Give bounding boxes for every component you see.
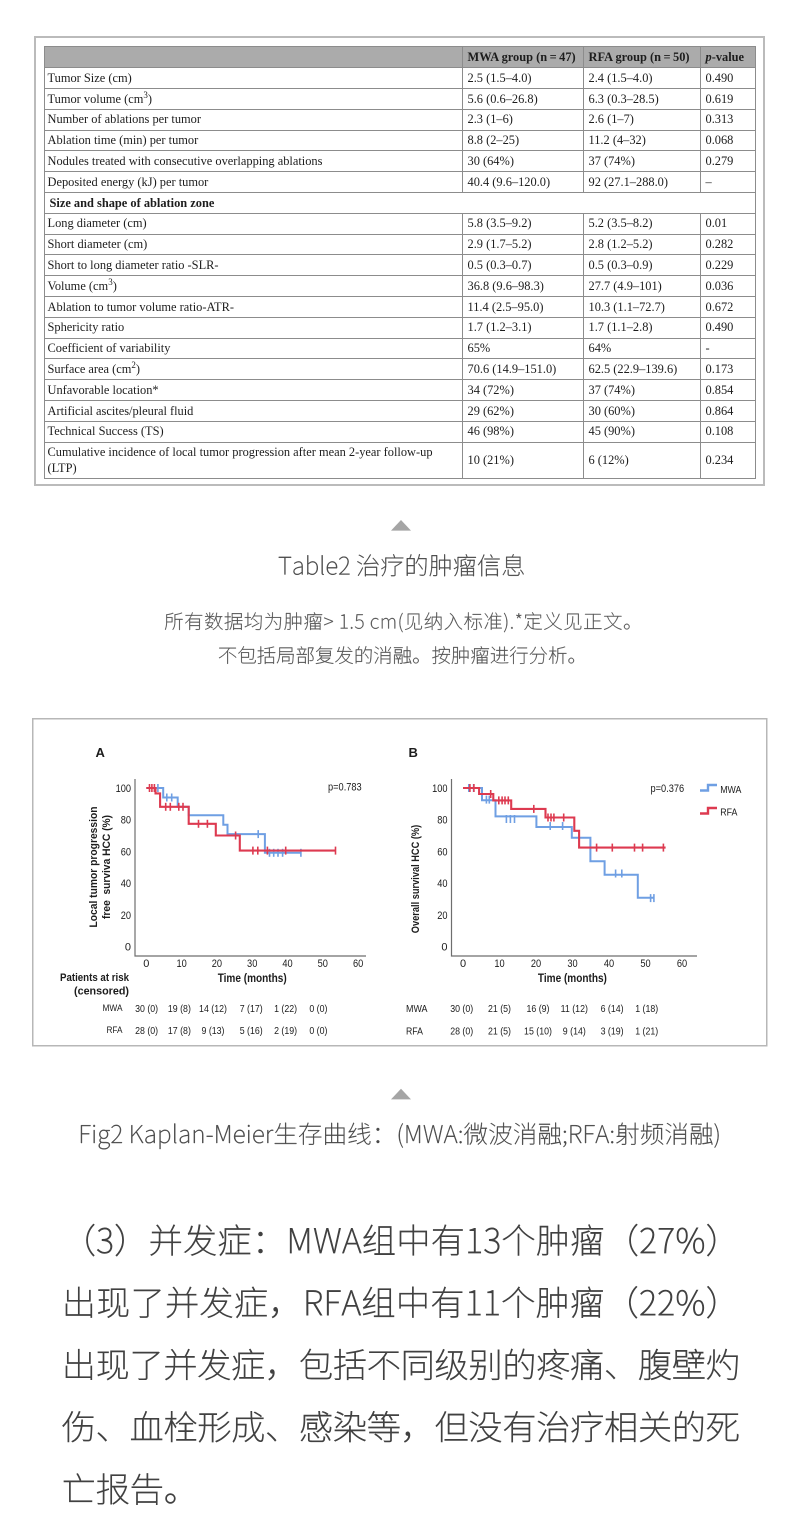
svg-text:1 (21): 1 (21) [635,1026,658,1038]
svg-text:RFA: RFA [720,807,737,819]
svg-text:9 (13): 9 (13) [202,1025,225,1037]
svg-text:RFA: RFA [406,1027,423,1038]
svg-text:21 (5): 21 (5) [488,1003,511,1015]
svg-text:RFA: RFA [107,1025,123,1035]
svg-text:10: 10 [176,958,186,970]
svg-text:0: 0 [460,958,466,970]
svg-text:0 (0): 0 (0) [309,1025,327,1037]
svg-text:Patients at risk: Patients at risk [60,972,130,984]
svg-text:0: 0 [143,958,149,970]
svg-text:B: B [409,745,418,760]
svg-text:40: 40 [121,878,131,890]
svg-text:Overall survival HCC (%): Overall survival HCC (%) [410,825,422,934]
svg-text:10: 10 [494,958,504,970]
svg-text:60: 60 [677,958,687,970]
svg-text:50: 50 [318,958,328,970]
svg-text:16 (9): 16 (9) [527,1003,550,1015]
svg-text:A: A [96,745,106,760]
svg-text:20: 20 [121,910,131,922]
svg-text:p=0.376: p=0.376 [651,783,685,795]
svg-text:MWA: MWA [103,1003,123,1013]
svg-text:21 (5): 21 (5) [488,1026,511,1038]
svg-text:28 (0): 28 (0) [450,1026,473,1038]
svg-text:60: 60 [353,958,363,970]
svg-text:17 (8): 17 (8) [168,1025,191,1037]
svg-text:14 (12): 14 (12) [199,1003,227,1015]
svg-text:30 (0): 30 (0) [450,1003,473,1015]
svg-text:40: 40 [604,958,614,970]
svg-text:50: 50 [640,958,650,970]
svg-text:6 (14): 6 (14) [601,1003,624,1015]
svg-text:free surviva HCC (%): free surviva HCC (%) [101,815,113,919]
svg-text:30: 30 [247,958,257,970]
svg-text:1 (18): 1 (18) [635,1003,658,1015]
svg-text:(censored): (censored) [74,986,129,998]
svg-text:7 (17): 7 (17) [240,1003,263,1015]
svg-text:Local tumor progression: Local tumor progression [88,806,100,927]
svg-text:100: 100 [432,783,447,795]
svg-text:Time (months): Time (months) [218,973,287,985]
svg-text:28 (0): 28 (0) [135,1025,158,1037]
svg-text:9 (14): 9 (14) [563,1026,586,1038]
svg-text:60: 60 [437,846,447,858]
svg-text:15 (10): 15 (10) [524,1026,552,1038]
svg-text:Time (months): Time (months) [538,973,607,985]
svg-text:20: 20 [531,958,541,970]
svg-text:p=0.783: p=0.783 [328,781,362,793]
svg-text:11 (12): 11 (12) [561,1003,588,1015]
svg-text:0: 0 [441,942,447,954]
svg-text:5 (16): 5 (16) [240,1025,263,1037]
svg-text:MWA: MWA [720,784,741,796]
svg-text:80: 80 [121,815,131,827]
svg-text:30: 30 [567,958,577,970]
svg-text:40: 40 [437,878,447,890]
svg-text:20: 20 [212,958,222,970]
svg-text:30 (0): 30 (0) [135,1003,158,1015]
svg-text:3 (19): 3 (19) [601,1026,624,1038]
svg-text:80: 80 [437,815,447,827]
svg-text:19 (8): 19 (8) [168,1003,191,1015]
svg-text:2 (19): 2 (19) [274,1025,297,1037]
svg-text:40: 40 [282,958,292,970]
svg-text:100: 100 [116,783,131,795]
svg-text:20: 20 [437,910,447,922]
svg-text:0 (0): 0 (0) [309,1003,327,1015]
svg-text:60: 60 [121,846,131,858]
svg-text:1 (22): 1 (22) [274,1003,297,1015]
svg-text:0: 0 [125,942,131,954]
svg-text:MWA: MWA [406,1004,428,1015]
